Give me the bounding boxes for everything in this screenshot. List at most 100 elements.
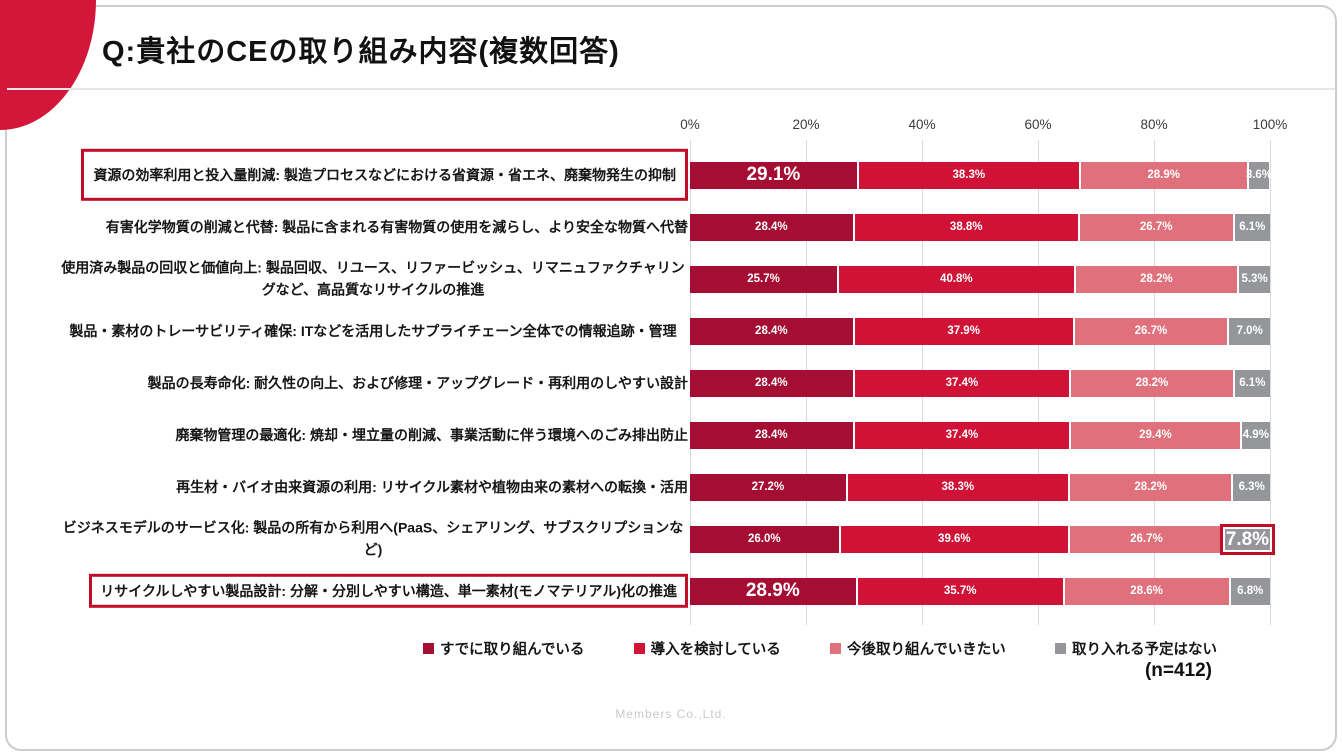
legend-item: すでに取り組んでいる: [423, 638, 584, 659]
bar-segment: 4.9%: [1241, 421, 1270, 449]
bar-value-label: 25.7%: [747, 273, 780, 285]
bar-value-label: 6.8%: [1237, 585, 1264, 597]
legend-swatch-icon: [1054, 643, 1066, 654]
bar-value-label: 26.0%: [748, 533, 781, 545]
bar-value-label: 7.0%: [1236, 325, 1263, 337]
bar-segment: 28.2%: [1069, 473, 1234, 501]
page-title: Q:貴社のCEの取り組み内容(複数回答): [102, 36, 620, 68]
bar-row: 28.4% 37.4% 29.4% 4.9%: [690, 421, 1270, 449]
bar-value-label: 38.3%: [952, 169, 986, 181]
header-divider: [7, 88, 1335, 90]
bar-value-label: 37.4%: [945, 429, 979, 441]
category-label: 製品・素材のトレーサビリティ確保: ITなどを活用したサプライチェーン全体での情…: [69, 322, 677, 339]
legend-swatch-icon: [423, 643, 434, 654]
bar-row: 28.4% 37.4% 28.2% 6.1%: [690, 369, 1270, 397]
legend-item: 導入を検討している: [633, 638, 781, 659]
bar-segment: 35.7%: [857, 577, 1065, 605]
bar-value-label: 40.8%: [940, 273, 973, 285]
category-label: 使用済み製品の回収と価値向上: 製品回収、リユース、リファービッシュ、リマニュフ…: [61, 259, 685, 298]
bar-row: 28.9% 35.7% 28.6% 6.8%: [690, 577, 1270, 605]
sample-size-label: (n=412): [1144, 660, 1212, 681]
bar-value-label: 37.4%: [945, 377, 979, 389]
bar-value-label: 28.2%: [1135, 377, 1169, 389]
bar-value-label: 29.1%: [746, 164, 801, 185]
bar-segment: 28.2%: [1071, 369, 1235, 397]
x-axis-tick: 100%: [1252, 117, 1288, 132]
bar-segment: 26.7%: [1070, 525, 1225, 553]
corner-accent-shape: [0, 0, 96, 130]
bar-segment: 7.0%: [1229, 317, 1270, 345]
bar-value-label: 28.9%: [1147, 169, 1180, 181]
bar-value-label: 28.4%: [754, 377, 788, 389]
legend-label: すでに取り組んでいる: [440, 642, 585, 658]
bar-segment: 5.3%: [1239, 265, 1270, 293]
bar-value-label: 4.9%: [1242, 429, 1269, 441]
gridline-100%: [1270, 140, 1271, 625]
bar-value-label: 26.7%: [1139, 221, 1173, 233]
bar-row: 26.0% 39.6% 26.7% 7.8%: [690, 523, 1276, 555]
bar-segment: 26.7%: [1079, 213, 1235, 241]
legend-label: 今後取り組んでいきたい: [846, 642, 1006, 658]
legend-item: 今後取り組んでいきたい: [829, 638, 1006, 659]
bar-segment: 27.2%: [690, 473, 848, 501]
bar-segment: 37.4%: [854, 369, 1072, 397]
legend-swatch-icon: [633, 643, 645, 654]
bar-value-label: 37.9%: [947, 325, 980, 337]
bar-segment: 7.8%: [1219, 523, 1276, 555]
category-label: 製品の長寿命化: 耐久性の向上、および修理・アップグレード・再利用のしやすい設計: [147, 374, 688, 391]
bar-row: 27.2% 38.3% 28.2% 6.3%: [690, 473, 1270, 501]
chart-legend: すでに取り組んでいる 導入を検討している 今後取り組んでいきたい 取り入れる予定はない: [423, 638, 1217, 659]
bar-segment: 28.4%: [690, 369, 855, 397]
bar-segment: 28.4%: [690, 213, 855, 241]
bar-segment: 28.2%: [1075, 265, 1240, 293]
category-label: リサイクルしやすい製品設計: 分解・分別しやすい構造、単一素材(モノマテリアル)…: [58, 573, 688, 609]
bar-value-label: 38.3%: [941, 481, 975, 493]
bar-row: 29.1% 38.3% 28.9% 3.6%: [690, 161, 1272, 189]
bar-value-label: 28.2%: [1140, 273, 1173, 285]
bar-segment: 6.8%: [1230, 577, 1270, 605]
bar-segment: 28.6%: [1064, 577, 1231, 605]
bar-segment: 26.7%: [1074, 317, 1230, 345]
category-label: 資源の効率利用と投入量削減: 製造プロセスなどにおける省資源・省エネ、廃棄物発生…: [58, 148, 688, 202]
bar-value-label: 39.6%: [938, 533, 971, 545]
bar-segment: 37.4%: [854, 421, 1072, 449]
bar-value-label: 26.7%: [1134, 325, 1168, 337]
bar-segment: 40.8%: [839, 265, 1076, 293]
legend-label: 導入を検討している: [650, 642, 781, 658]
category-label: ビジネスモデルのサービス化: 製品の所有から利用へ(PaaS、シェアリング、サブ…: [62, 519, 684, 558]
bar-segment: 26.0%: [690, 525, 841, 553]
bar-segment: 38.3%: [847, 473, 1070, 501]
legend-item: 取り入れる予定はない: [1054, 638, 1217, 659]
bar-row: 28.4% 38.8% 26.7% 6.1%: [690, 213, 1270, 241]
bar-value-label: 28.9%: [745, 580, 800, 601]
bar-segment: 29.1%: [690, 161, 859, 189]
bar-segment: 38.3%: [858, 161, 1081, 189]
x-axis-tick: 60%: [1024, 117, 1052, 132]
category-highlight-box: 資源の効率利用と投入量削減: 製造プロセスなどにおける省資源・省エネ、廃棄物発生…: [81, 148, 688, 202]
bar-segment: 25.7%: [690, 265, 840, 293]
x-axis-tick: 20%: [792, 117, 820, 132]
bar-segment: 28.9%: [1080, 161, 1249, 189]
x-axis-tick: 40%: [908, 117, 936, 132]
bar-segment: 28.9%: [690, 577, 858, 605]
bar-value-label: 6.1%: [1239, 377, 1266, 389]
bar-value-label: 38.8%: [949, 221, 983, 233]
legend-swatch-icon: [829, 643, 841, 654]
bar-value-label: 28.4%: [755, 221, 788, 233]
category-highlight-box: リサイクルしやすい製品設計: 分解・分別しやすい構造、単一素材(モノマテリアル)…: [89, 573, 688, 609]
bar-value-label: 28.2%: [1134, 481, 1167, 493]
bar-value-label: 5.3%: [1241, 273, 1268, 285]
bar-value-label: 29.4%: [1139, 429, 1172, 441]
bar-value-label: 28.6%: [1130, 585, 1163, 597]
x-axis-tick: 80%: [1140, 117, 1168, 132]
bar-row: 28.4% 37.9% 26.7% 7.0%: [690, 317, 1270, 345]
bar-segment: 39.6%: [840, 525, 1071, 553]
bar-value-label: 27.2%: [751, 481, 785, 493]
bar-segment: 6.1%: [1234, 369, 1270, 397]
bar-segment: 6.1%: [1234, 213, 1270, 241]
x-axis-tick: 0%: [680, 117, 700, 132]
bar-segment: 38.8%: [854, 213, 1080, 241]
bar-value-label: 6.1%: [1239, 221, 1266, 233]
bar-value-label: 28.4%: [755, 325, 788, 337]
